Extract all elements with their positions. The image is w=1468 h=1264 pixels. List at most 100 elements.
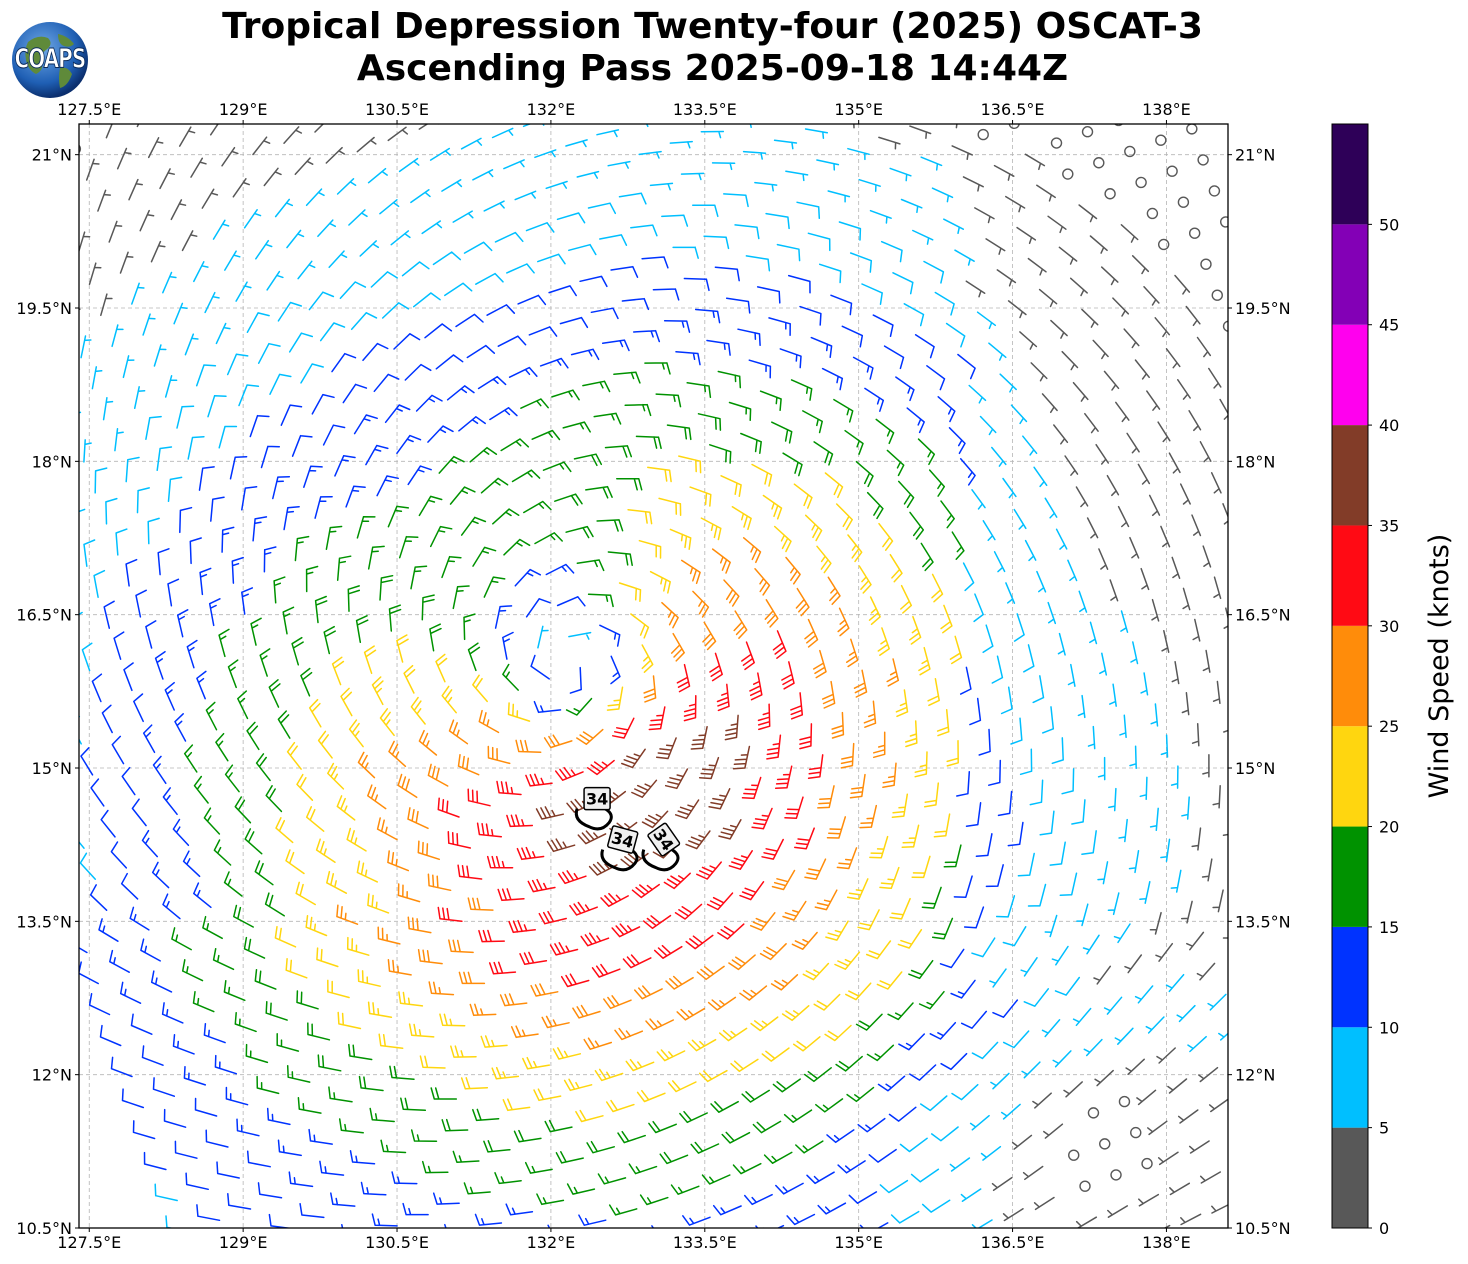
wind-barb: [898, 1033, 926, 1051]
wind-barb: [1118, 818, 1128, 843]
wind-barb: [388, 604, 402, 632]
wind-barb: [291, 434, 313, 457]
wind-barb: [810, 336, 833, 359]
wind-barb: [1078, 590, 1088, 613]
wind-barb: [575, 1109, 604, 1123]
wind-barb: [991, 655, 1004, 684]
wind-barb: [256, 1075, 280, 1095]
wind-barb: [305, 806, 325, 832]
wind-barb: [655, 393, 682, 408]
wind-barb: [404, 363, 432, 381]
wind-barb: [152, 1077, 176, 1097]
wind-barb: [371, 1213, 398, 1227]
wind-barb: [268, 679, 281, 708]
wind-barb: [844, 429, 864, 455]
lat-tick-label-right: 15°N: [1235, 759, 1275, 778]
wind-barb: [827, 576, 841, 606]
colorbar-bin: [1332, 726, 1368, 827]
wind-barb: [121, 1088, 145, 1109]
wind-barb: [1098, 548, 1109, 570]
wind-barb: [906, 407, 925, 434]
wind-barb: [1120, 610, 1129, 633]
wind-barb: [407, 465, 432, 486]
wind-barb: [579, 275, 608, 288]
wind-34kt-contour: 34 34 34: [574, 786, 681, 872]
wind-barb: [1208, 1098, 1228, 1113]
wind-barb: [565, 697, 593, 716]
wind-barb: [373, 373, 400, 393]
wind-barb: [888, 1106, 917, 1122]
wind-barb: [951, 531, 965, 560]
wind-barb: [749, 672, 763, 701]
wind-barb: [985, 238, 1006, 255]
wind-barb: [519, 951, 548, 965]
wind-barb: [838, 221, 862, 241]
wind-barb: [1097, 861, 1109, 885]
wind-barb: [174, 1140, 198, 1159]
wind-barb: [1069, 277, 1088, 297]
wind-barb: [295, 881, 316, 906]
wind-barb: [1007, 300, 1027, 319]
wind-barb: [718, 1027, 748, 1042]
wind-barb: [824, 1024, 852, 1042]
wind-barb: [204, 291, 220, 314]
wind-barb: [799, 305, 822, 326]
wind-barb: [441, 685, 457, 714]
wind-barb: [1077, 694, 1086, 719]
wind-barb: [1061, 350, 1079, 371]
wind-barb: [286, 741, 302, 770]
wind-barb: [745, 255, 771, 272]
calm-wind-marker: [1177, 196, 1190, 208]
calm-wind-marker: [1197, 154, 1209, 166]
wind-barb: [802, 410, 823, 434]
wind-barb: [1234, 535, 1241, 556]
wind-barb: [235, 281, 252, 302]
wind-barb: [973, 593, 984, 623]
wind-barb: [171, 927, 192, 951]
wind-barb: [472, 169, 494, 181]
wind-barb: [435, 653, 448, 683]
wind-barb: [326, 870, 348, 894]
wind-barb: [698, 756, 720, 780]
wind-barb: [861, 283, 883, 305]
wind-barb: [265, 1001, 288, 1021]
wind-barb: [917, 438, 936, 466]
wind-barb: [469, 446, 498, 463]
wind-barb: [111, 735, 125, 765]
wind-barb: [480, 477, 509, 494]
wind-barb: [1180, 1213, 1202, 1226]
wind-barb: [172, 818, 190, 847]
wind-barb: [486, 855, 514, 869]
wind-barb: [161, 1002, 184, 1024]
wind-barb: [1137, 463, 1151, 485]
wind-barb: [554, 766, 584, 781]
wind-barb: [317, 219, 337, 238]
wind-barb: [1198, 1066, 1219, 1083]
colorbar-bin: [1332, 1027, 1368, 1128]
wind-barb: [1148, 494, 1161, 517]
wind-barb: [467, 788, 491, 807]
wind-barb: [897, 928, 923, 949]
wind-barb: [119, 981, 142, 1004]
wind-barb: [710, 1100, 739, 1113]
wind-barb: [305, 915, 328, 937]
wind-barb: [145, 620, 157, 649]
wind-barb: [525, 598, 551, 618]
wind-barb: [764, 599, 779, 628]
wind-barb: [804, 514, 823, 542]
wind-barb: [923, 260, 945, 284]
wind-barb: [207, 395, 227, 418]
wind-barb: [1177, 1109, 1199, 1124]
wind-barb: [887, 1002, 914, 1021]
wind-barb: [1043, 1123, 1064, 1139]
wind-barb: [812, 649, 827, 679]
wind-barb: [530, 654, 550, 680]
wind-barb: [255, 239, 273, 260]
wind-barb: [243, 936, 266, 959]
wind-barb: [813, 993, 841, 1011]
wind-barb: [949, 635, 963, 665]
wind-barb: [703, 235, 730, 250]
wind-barb: [1210, 472, 1222, 494]
wind-barb: [641, 810, 669, 829]
wind-barb: [560, 973, 590, 988]
